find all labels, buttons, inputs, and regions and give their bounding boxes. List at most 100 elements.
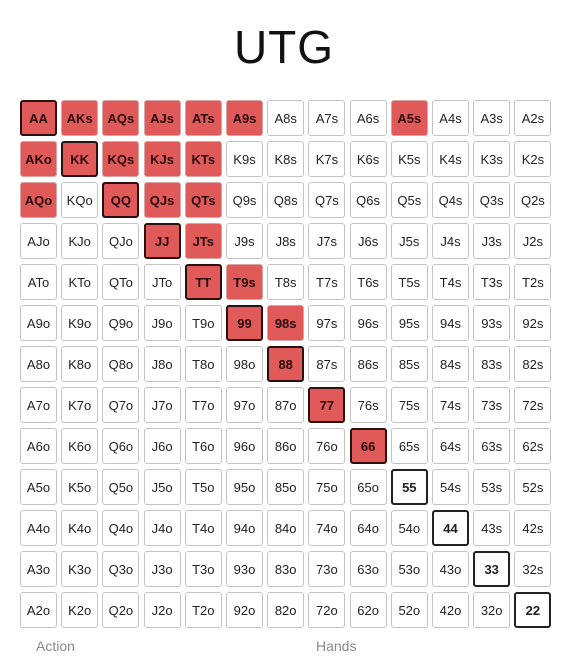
hand-cell-KQo[interactable]: KQo <box>61 182 99 218</box>
hand-cell-83o[interactable]: 83o <box>267 551 305 587</box>
hand-cell-K8o[interactable]: K8o <box>61 346 99 382</box>
hand-cell-AQo[interactable]: AQo <box>20 182 57 218</box>
hand-cell-J2o[interactable]: J2o <box>143 592 181 628</box>
hand-cell-A2o[interactable]: A2o <box>20 592 57 628</box>
hand-cell-QTo[interactable]: QTo <box>102 264 140 300</box>
hand-cell-72s[interactable]: 72s <box>514 387 552 423</box>
hand-cell-JTo[interactable]: JTo <box>143 264 181 300</box>
hand-cell-K2s[interactable]: K2s <box>514 141 552 177</box>
hand-cell-J4s[interactable]: J4s <box>432 223 469 259</box>
hand-cell-J4o[interactable]: J4o <box>143 510 181 546</box>
hand-cell-J9o[interactable]: J9o <box>143 305 181 341</box>
hand-cell-J2s[interactable]: J2s <box>514 223 552 259</box>
hand-cell-J9s[interactable]: J9s <box>226 223 263 259</box>
hand-cell-T3o[interactable]: T3o <box>184 551 222 587</box>
hand-cell-AJo[interactable]: AJo <box>20 223 57 259</box>
hand-cell-65o[interactable]: 65o <box>349 469 387 505</box>
hand-cell-86o[interactable]: 86o <box>267 428 305 464</box>
hand-cell-Q6s[interactable]: Q6s <box>349 182 387 218</box>
hand-cell-52o[interactable]: 52o <box>390 592 428 628</box>
hand-cell-76s[interactable]: 76s <box>349 387 387 423</box>
hand-cell-98o[interactable]: 98o <box>226 346 263 382</box>
hand-cell-84o[interactable]: 84o <box>267 510 305 546</box>
hand-cell-K5o[interactable]: K5o <box>61 469 99 505</box>
hand-cell-K6s[interactable]: K6s <box>349 141 387 177</box>
hand-cell-QJs[interactable]: QJs <box>143 182 181 218</box>
hand-cell-42o[interactable]: 42o <box>432 592 469 628</box>
hand-cell-43s[interactable]: 43s <box>473 510 511 546</box>
hand-cell-55[interactable]: 55 <box>390 469 428 505</box>
hand-cell-J3o[interactable]: J3o <box>143 551 181 587</box>
hand-cell-KTo[interactable]: KTo <box>61 264 99 300</box>
hand-cell-K4s[interactable]: K4s <box>432 141 469 177</box>
hand-cell-84s[interactable]: 84s <box>432 346 469 382</box>
hand-cell-K7o[interactable]: K7o <box>61 387 99 423</box>
hand-cell-T2o[interactable]: T2o <box>184 592 222 628</box>
hand-cell-QTs[interactable]: QTs <box>184 182 222 218</box>
hand-cell-Q4o[interactable]: Q4o <box>102 510 140 546</box>
hand-cell-T2s[interactable]: T2s <box>514 264 552 300</box>
hand-cell-A4o[interactable]: A4o <box>20 510 57 546</box>
hand-cell-53o[interactable]: 53o <box>390 551 428 587</box>
hand-cell-KJs[interactable]: KJs <box>143 141 181 177</box>
hand-cell-T5o[interactable]: T5o <box>184 469 222 505</box>
hand-cell-92s[interactable]: 92s <box>514 305 552 341</box>
hand-cell-T4s[interactable]: T4s <box>432 264 469 300</box>
hand-cell-T9s[interactable]: T9s <box>226 264 263 300</box>
hand-cell-Q7s[interactable]: Q7s <box>308 182 346 218</box>
hand-cell-A9o[interactable]: A9o <box>20 305 57 341</box>
hand-cell-62o[interactable]: 62o <box>349 592 387 628</box>
hand-cell-Q9s[interactable]: Q9s <box>226 182 263 218</box>
hand-cell-97o[interactable]: 97o <box>226 387 263 423</box>
hand-cell-J5s[interactable]: J5s <box>390 223 428 259</box>
hand-cell-64s[interactable]: 64s <box>432 428 469 464</box>
hand-cell-J5o[interactable]: J5o <box>143 469 181 505</box>
hand-cell-92o[interactable]: 92o <box>226 592 263 628</box>
hand-cell-Q5s[interactable]: Q5s <box>390 182 428 218</box>
hand-cell-Q5o[interactable]: Q5o <box>102 469 140 505</box>
hand-cell-33[interactable]: 33 <box>473 551 511 587</box>
hand-cell-J6o[interactable]: J6o <box>143 428 181 464</box>
hand-cell-85s[interactable]: 85s <box>390 346 428 382</box>
hand-cell-K4o[interactable]: K4o <box>61 510 99 546</box>
hand-cell-J3s[interactable]: J3s <box>473 223 511 259</box>
hand-cell-A6s[interactable]: A6s <box>349 100 387 136</box>
hand-cell-65s[interactable]: 65s <box>390 428 428 464</box>
hand-cell-95s[interactable]: 95s <box>390 305 428 341</box>
hand-cell-22[interactable]: 22 <box>514 592 552 628</box>
hand-cell-A7s[interactable]: A7s <box>308 100 346 136</box>
hand-cell-32s[interactable]: 32s <box>514 551 552 587</box>
hand-cell-82o[interactable]: 82o <box>267 592 305 628</box>
hand-cell-AJs[interactable]: AJs <box>143 100 181 136</box>
hand-cell-ATo[interactable]: ATo <box>20 264 57 300</box>
hand-cell-T6o[interactable]: T6o <box>184 428 222 464</box>
hand-cell-96o[interactable]: 96o <box>226 428 263 464</box>
hand-cell-87o[interactable]: 87o <box>267 387 305 423</box>
hand-cell-82s[interactable]: 82s <box>514 346 552 382</box>
hand-cell-J7s[interactable]: J7s <box>308 223 346 259</box>
hand-cell-J8s[interactable]: J8s <box>267 223 305 259</box>
hand-cell-A5o[interactable]: A5o <box>20 469 57 505</box>
hand-cell-Q8o[interactable]: Q8o <box>102 346 140 382</box>
hand-cell-AKs[interactable]: AKs <box>61 100 99 136</box>
hand-cell-KJo[interactable]: KJo <box>61 223 99 259</box>
hand-cell-A7o[interactable]: A7o <box>20 387 57 423</box>
hand-cell-88[interactable]: 88 <box>267 346 305 382</box>
hand-cell-83s[interactable]: 83s <box>473 346 511 382</box>
hand-cell-T4o[interactable]: T4o <box>184 510 222 546</box>
hand-cell-86s[interactable]: 86s <box>349 346 387 382</box>
hand-cell-K3o[interactable]: K3o <box>61 551 99 587</box>
hand-cell-T9o[interactable]: T9o <box>184 305 222 341</box>
hand-cell-J7o[interactable]: J7o <box>143 387 181 423</box>
hand-cell-K6o[interactable]: K6o <box>61 428 99 464</box>
hand-cell-96s[interactable]: 96s <box>349 305 387 341</box>
hand-cell-A6o[interactable]: A6o <box>20 428 57 464</box>
hand-cell-T6s[interactable]: T6s <box>349 264 387 300</box>
hand-cell-Q2o[interactable]: Q2o <box>102 592 140 628</box>
hand-cell-KTs[interactable]: KTs <box>184 141 222 177</box>
hand-cell-Q6o[interactable]: Q6o <box>102 428 140 464</box>
hand-cell-A5s[interactable]: A5s <box>390 100 428 136</box>
hand-cell-JJ[interactable]: JJ <box>143 223 181 259</box>
hand-cell-A9s[interactable]: A9s <box>226 100 263 136</box>
hand-cell-J8o[interactable]: J8o <box>143 346 181 382</box>
